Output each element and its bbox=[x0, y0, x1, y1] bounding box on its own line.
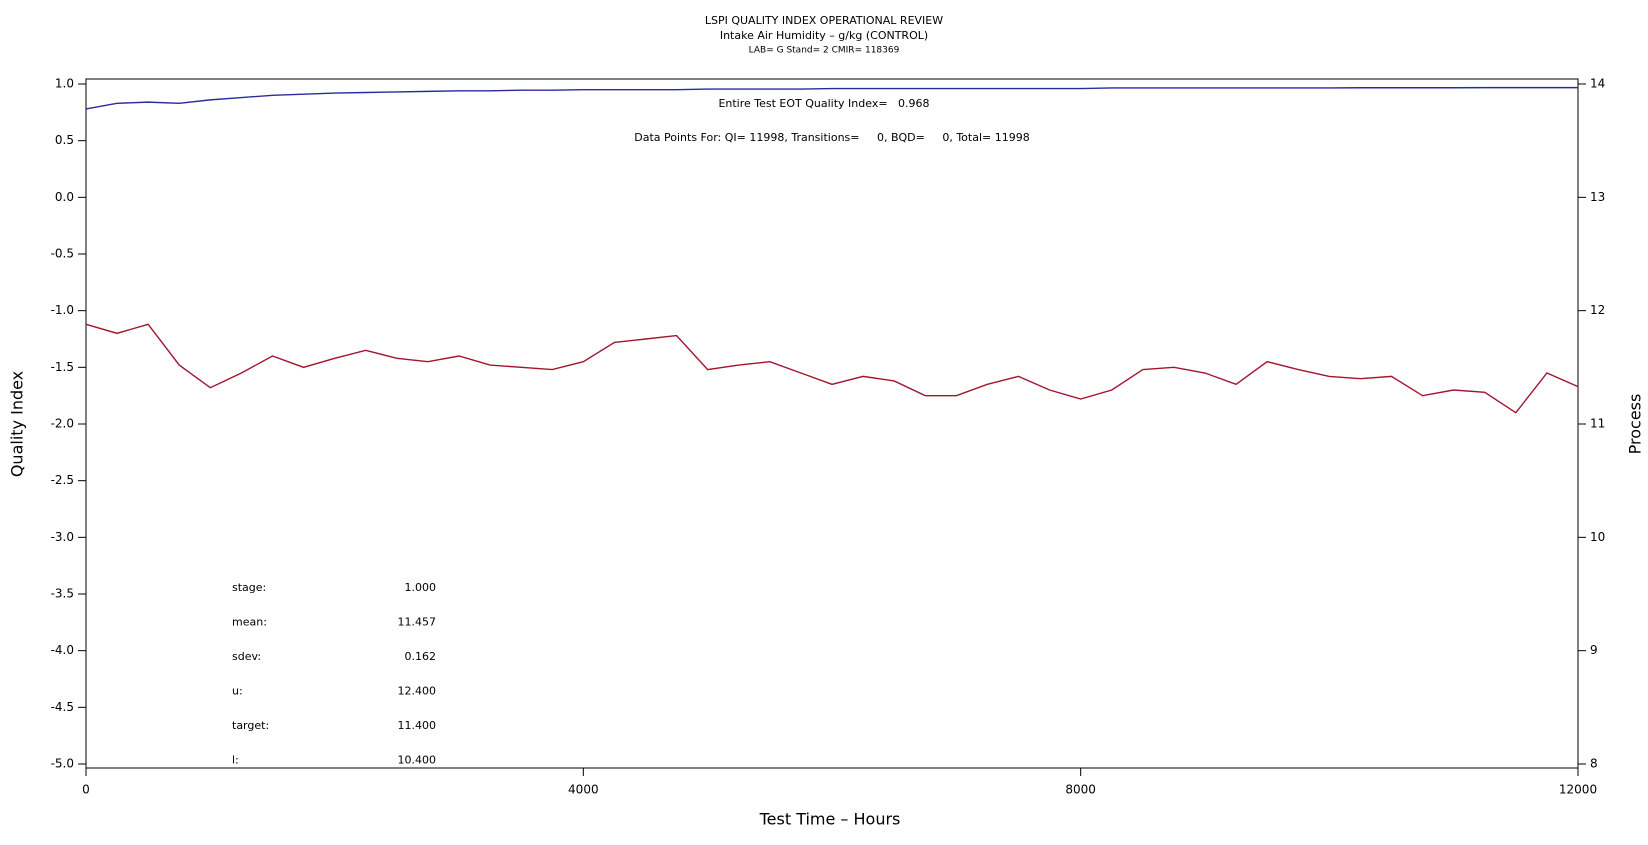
y-tick-label: -5.0 bbox=[51, 757, 74, 771]
y2-tick-label: 11 bbox=[1590, 417, 1605, 431]
series-line bbox=[85, 86, 1578, 110]
stat-value: 0.162 bbox=[405, 650, 437, 663]
y2-tick-label: 8 bbox=[1590, 757, 1598, 771]
plot-frame bbox=[85, 78, 1579, 769]
y-tick-label: -0.5 bbox=[51, 247, 74, 261]
y-tick-label: -2.0 bbox=[51, 417, 74, 431]
y2-tick-label: 12 bbox=[1590, 303, 1605, 317]
y-tick-label: 1.0 bbox=[55, 77, 74, 91]
chart-subtitle: Intake Air Humidity – g/kg (CONTROL) bbox=[720, 29, 928, 42]
y2-tick-label: 10 bbox=[1590, 530, 1605, 544]
y2-tick-label: 9 bbox=[1590, 643, 1598, 657]
y-axis-title: Quality Index bbox=[8, 371, 27, 477]
y2-tick-label: 13 bbox=[1590, 190, 1605, 204]
y-tick-label: -4.0 bbox=[51, 643, 74, 657]
x-tick-label: 12000 bbox=[1559, 783, 1597, 797]
stat-value: 11.457 bbox=[398, 616, 437, 629]
x-tick-label: 8000 bbox=[1065, 783, 1096, 797]
y-tick-label: -3.5 bbox=[51, 587, 74, 601]
stat-label: u: bbox=[232, 685, 243, 698]
y-tick-label: -2.5 bbox=[51, 473, 74, 487]
y2-tick-label: 14 bbox=[1590, 77, 1605, 91]
x-axis-title: Test Time – Hours bbox=[759, 810, 901, 829]
x-tick-label: 4000 bbox=[568, 783, 599, 797]
stat-label: sdev: bbox=[232, 650, 261, 663]
y-tick-label: 0.0 bbox=[55, 190, 74, 204]
x-tick-label: 0 bbox=[82, 783, 90, 797]
series-line bbox=[85, 323, 1579, 414]
stat-label: stage: bbox=[232, 581, 266, 594]
chart-subtitle: LAB= G Stand= 2 CMIR= 118369 bbox=[749, 46, 900, 56]
y2-axis-title: Process bbox=[1626, 394, 1645, 455]
stat-value: 10.400 bbox=[398, 754, 437, 767]
annotation: Data Points For: QI= 11998, Transitions=… bbox=[634, 131, 1029, 144]
stat-value: 12.400 bbox=[398, 685, 437, 698]
stat-value: 1.000 bbox=[405, 581, 437, 594]
stat-value: 11.400 bbox=[398, 719, 437, 732]
annotation: Entire Test EOT Quality Index= 0.968 bbox=[718, 97, 929, 110]
y-tick-label: -4.5 bbox=[51, 700, 74, 714]
y-tick-label: 0.5 bbox=[55, 133, 74, 147]
stat-label: target: bbox=[232, 719, 269, 732]
y-tick-label: -1.5 bbox=[51, 360, 74, 374]
y-tick-label: -1.0 bbox=[51, 303, 74, 317]
y-tick-label: -3.0 bbox=[51, 530, 74, 544]
chart-title: LSPI QUALITY INDEX OPERATIONAL REVIEW bbox=[705, 14, 943, 27]
stat-label: l: bbox=[232, 754, 239, 767]
stat-label: mean: bbox=[232, 616, 267, 629]
